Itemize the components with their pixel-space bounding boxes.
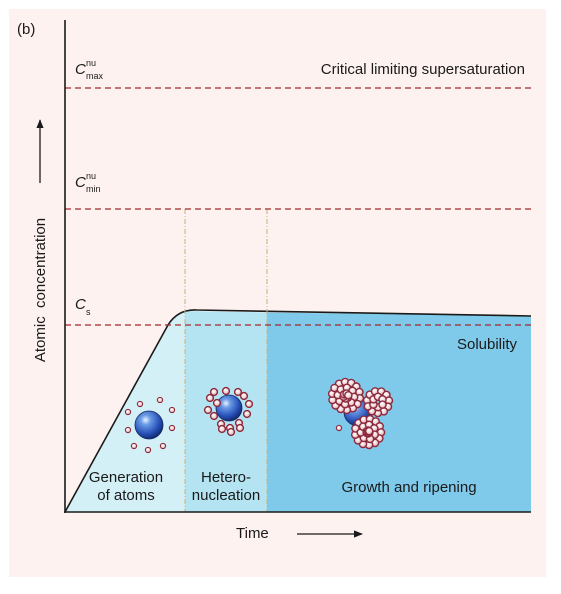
atom-icon (244, 399, 254, 409)
atom-icon (209, 387, 219, 397)
atom-icon (226, 427, 236, 437)
cmin-symbol: C (75, 174, 86, 191)
stage-generation-label-line2: of atoms (97, 487, 155, 504)
atom-icon (124, 408, 132, 416)
cs-symbol: C (75, 296, 86, 313)
growth-ripening-illustration (327, 377, 394, 450)
atom-icon (235, 423, 245, 433)
atom-icon (168, 424, 176, 432)
atom-icon (233, 387, 243, 397)
cluster-atom-icon (378, 400, 387, 409)
atom-icon (209, 411, 219, 421)
atom-icon (130, 442, 138, 450)
atom-icon (156, 396, 164, 404)
cmax-subscript: max (86, 71, 104, 81)
atom-icon (205, 393, 215, 403)
solubility-label: Solubility (457, 336, 518, 353)
cmin-subscript: min (86, 184, 101, 194)
stage-growth-region (267, 312, 531, 512)
stage-heteronucleation-label-line2: nucleation (192, 487, 260, 504)
atom-icon (212, 398, 222, 408)
panel-label: (b) (17, 21, 35, 38)
seed-sphere-icon (134, 410, 164, 440)
atom-icon (242, 409, 252, 419)
atom-icon (239, 391, 249, 401)
atom-icon (124, 426, 132, 434)
atom-icon (217, 424, 227, 434)
atom-icon (335, 424, 343, 432)
atom-icon (221, 386, 231, 396)
atom-icon (136, 400, 144, 408)
seed-sphere-icon (215, 394, 243, 422)
cmax-symbol: C (75, 61, 86, 78)
atom-icon (144, 446, 152, 454)
cmin-superscript: nu (86, 171, 96, 181)
heteronucleation-illustration (203, 386, 254, 437)
critical-supersaturation-label: Critical limiting supersaturation (321, 61, 525, 78)
cs-subscript: s (86, 307, 91, 317)
atom-icon (159, 442, 167, 450)
x-axis-label: Time (236, 525, 269, 542)
generation-atoms-illustration (124, 396, 176, 454)
cluster-atom-icon (364, 426, 374, 436)
cmax-superscript: nu (86, 58, 96, 68)
atom-icon (168, 406, 176, 414)
y-axis-label: Atomic concentration (32, 218, 49, 362)
cluster-atom-icon (344, 390, 353, 400)
stage-growth-label: Growth and ripening (341, 479, 476, 496)
stage-generation-label-line1: Generation (89, 469, 163, 486)
atom-icon (203, 405, 213, 415)
stage-heteronucleation-label-line1: Hetero- (201, 469, 251, 486)
